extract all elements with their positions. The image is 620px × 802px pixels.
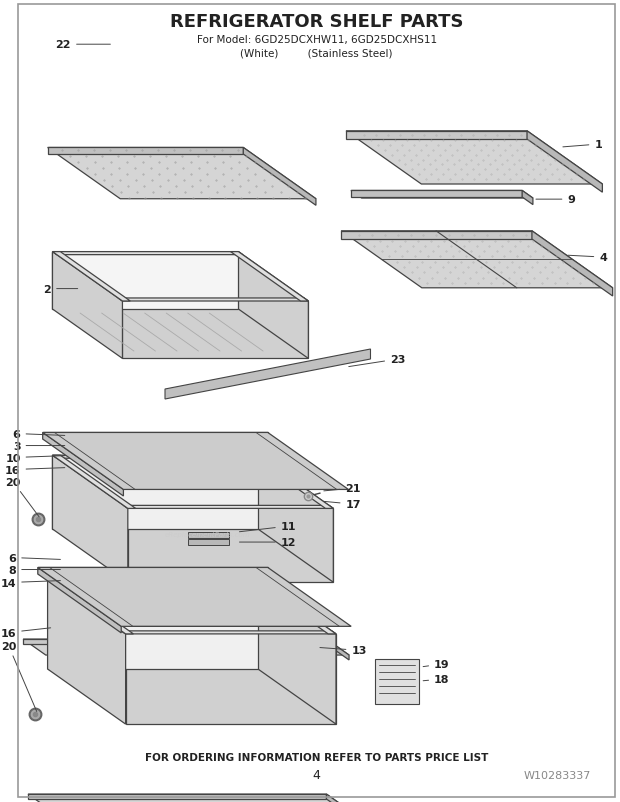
Polygon shape: [28, 794, 327, 799]
Text: 8: 8: [9, 565, 60, 575]
Text: 16: 16: [5, 465, 64, 475]
Polygon shape: [23, 639, 349, 655]
Polygon shape: [122, 631, 336, 634]
Text: 23: 23: [349, 354, 405, 367]
Polygon shape: [346, 132, 527, 140]
Polygon shape: [341, 232, 532, 240]
Polygon shape: [126, 298, 296, 356]
Text: W10283337: W10283337: [523, 770, 591, 780]
Polygon shape: [188, 533, 229, 538]
Polygon shape: [48, 148, 316, 200]
Text: 20: 20: [1, 641, 37, 711]
Text: 10: 10: [5, 453, 64, 463]
Polygon shape: [165, 350, 371, 399]
Text: 20: 20: [5, 477, 39, 517]
Polygon shape: [522, 191, 533, 205]
Text: 13: 13: [320, 646, 367, 655]
Polygon shape: [48, 579, 262, 582]
Polygon shape: [532, 232, 613, 297]
Polygon shape: [128, 508, 334, 582]
Polygon shape: [250, 579, 336, 634]
Text: 3: 3: [13, 441, 64, 451]
Polygon shape: [43, 433, 123, 496]
Text: 17: 17: [324, 500, 361, 509]
Text: 6: 6: [12, 429, 64, 439]
Polygon shape: [53, 456, 258, 529]
Polygon shape: [38, 568, 122, 633]
Polygon shape: [123, 506, 334, 508]
Polygon shape: [53, 253, 239, 310]
Polygon shape: [250, 456, 334, 508]
Text: 2: 2: [43, 284, 78, 294]
Polygon shape: [258, 579, 336, 724]
Text: 12: 12: [239, 537, 296, 548]
Polygon shape: [188, 539, 229, 545]
Polygon shape: [48, 579, 126, 724]
Polygon shape: [38, 568, 268, 574]
Text: 19: 19: [423, 659, 450, 669]
Text: For Model: 6GD25DCXHW11, 6GD25DCXHS11: For Model: 6GD25DCXHW11, 6GD25DCXHS11: [197, 35, 436, 45]
Polygon shape: [60, 582, 129, 721]
Polygon shape: [53, 456, 128, 582]
Polygon shape: [258, 456, 334, 582]
Polygon shape: [239, 253, 308, 359]
Polygon shape: [48, 148, 243, 155]
Polygon shape: [346, 132, 603, 184]
Polygon shape: [60, 672, 324, 721]
Polygon shape: [53, 253, 130, 302]
Text: (White)         (Stainless Steel): (White) (Stainless Steel): [241, 49, 393, 59]
Polygon shape: [56, 573, 333, 622]
Polygon shape: [43, 433, 268, 439]
Polygon shape: [23, 639, 327, 644]
Polygon shape: [53, 253, 242, 255]
Polygon shape: [341, 232, 613, 289]
Text: FOR ORDERING INFORMATION REFER TO PARTS PRICE LIST: FOR ORDERING INFORMATION REFER TO PARTS …: [145, 752, 489, 762]
Polygon shape: [131, 506, 321, 579]
Text: 14: 14: [1, 577, 60, 588]
Polygon shape: [64, 459, 131, 579]
Text: 6: 6: [8, 553, 60, 563]
Polygon shape: [38, 568, 351, 626]
Text: REFRIGERATOR SHELF PARTS: REFRIGERATOR SHELF PARTS: [170, 13, 463, 31]
Polygon shape: [28, 794, 348, 802]
Polygon shape: [118, 298, 308, 302]
Text: 22: 22: [56, 40, 110, 51]
Text: 21: 21: [324, 484, 361, 493]
Text: eReplacementParts.com: eReplacementParts.com: [165, 531, 250, 537]
Text: 1: 1: [563, 140, 602, 150]
Polygon shape: [527, 132, 603, 193]
Text: 4: 4: [568, 253, 607, 263]
Polygon shape: [61, 437, 330, 485]
Polygon shape: [327, 639, 349, 660]
Text: 4: 4: [312, 768, 321, 781]
Text: 18: 18: [423, 674, 450, 684]
Polygon shape: [129, 631, 324, 721]
Polygon shape: [43, 433, 348, 490]
Polygon shape: [53, 456, 136, 508]
Polygon shape: [48, 579, 258, 669]
Polygon shape: [64, 533, 321, 579]
Polygon shape: [126, 634, 336, 724]
Polygon shape: [53, 456, 262, 459]
Text: 16: 16: [1, 628, 51, 638]
Polygon shape: [122, 302, 308, 359]
Text: 9: 9: [536, 195, 575, 205]
Polygon shape: [375, 659, 419, 704]
Polygon shape: [351, 191, 533, 199]
Polygon shape: [231, 253, 308, 302]
Polygon shape: [243, 148, 316, 206]
Text: 11: 11: [239, 521, 296, 532]
Polygon shape: [64, 313, 296, 356]
Polygon shape: [351, 191, 522, 198]
Polygon shape: [53, 253, 122, 359]
Polygon shape: [48, 579, 133, 634]
Polygon shape: [64, 255, 126, 356]
Polygon shape: [327, 794, 348, 802]
